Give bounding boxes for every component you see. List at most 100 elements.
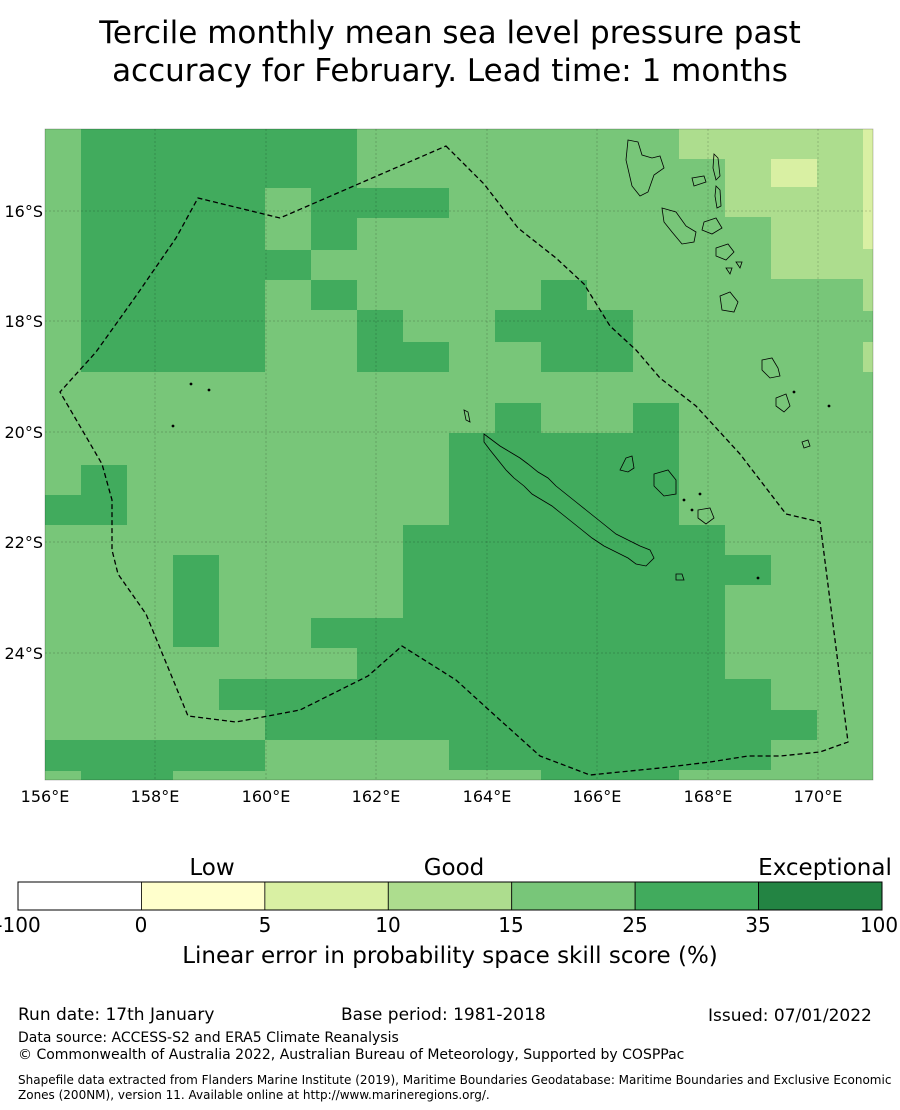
malekula-outline	[661, 207, 697, 245]
category-good: Good	[423, 855, 485, 881]
skill-cell	[771, 159, 817, 187]
skill-cell	[45, 740, 265, 771]
skill-cell	[403, 585, 725, 618]
skill-cell	[863, 129, 873, 249]
cbar-tick-minus100: -100	[0, 913, 41, 937]
skill-cell	[599, 465, 679, 495]
skill-cell	[633, 403, 679, 433]
colorbar-label: Linear error in probability space skill …	[182, 943, 718, 969]
islet-dot	[171, 424, 175, 428]
skill-cell	[449, 495, 679, 525]
lon-label-164e: 164°E	[462, 787, 512, 806]
small-islet-a	[725, 267, 733, 275]
islet-dot	[189, 382, 193, 386]
colorbar-segment	[511, 881, 636, 911]
map-frame	[44, 128, 874, 781]
land-outlines	[171, 139, 831, 581]
data-source: Data source: ACCESS-S2 and ERA5 Climate …	[18, 1030, 399, 1046]
lat-label-16s: 16°S	[4, 202, 43, 221]
cbar-tick-15: 15	[498, 913, 524, 937]
issued-date: Issued: 07/01/2022	[708, 1006, 872, 1026]
skill-grid	[45, 129, 873, 780]
skill-cell	[541, 770, 679, 780]
skill-cell	[403, 525, 725, 555]
title-line-1: Tercile monthly mean sea level pressure …	[99, 15, 801, 51]
pentecost-outline	[714, 185, 722, 209]
lon-label-166e: 166°E	[572, 787, 622, 806]
lat-label-22s: 22°S	[4, 533, 43, 552]
shapefile-credit-line-2: Zones (200NM), version 11. Available onl…	[18, 1088, 490, 1102]
skill-cell	[863, 279, 873, 311]
cbar-tick-25: 25	[622, 913, 648, 937]
islet-dot	[792, 390, 796, 394]
aoba-outline	[691, 175, 707, 187]
base-period: Base period: 1981-2018	[341, 1005, 546, 1025]
maewo-outline	[712, 153, 721, 181]
skill-cell	[449, 433, 679, 465]
skill-cell	[265, 250, 311, 280]
island-east-c-outline	[801, 439, 811, 449]
skill-cell	[45, 495, 127, 525]
small-islet-b	[735, 261, 743, 269]
colorbar	[17, 881, 883, 911]
island-east-a-outline	[761, 357, 781, 379]
skill-cell	[311, 218, 357, 250]
skill-cell	[265, 710, 817, 740]
erromango-outline	[715, 243, 735, 261]
skill-cell	[81, 188, 265, 372]
eez-boundary	[59, 145, 849, 776]
tanna-outline	[719, 291, 739, 313]
ouvea-outline	[619, 455, 635, 473]
chart-title: Tercile monthly mean sea level pressure …	[0, 14, 900, 90]
lat-label-18s: 18°S	[4, 312, 43, 331]
lon-label-170e: 170°E	[793, 787, 843, 806]
skill-cell	[403, 342, 449, 372]
skill-cell	[311, 618, 725, 648]
cbar-tick-35: 35	[745, 913, 771, 937]
skill-cell	[81, 771, 173, 780]
belep-outline	[463, 409, 471, 423]
islet-dot	[756, 576, 760, 580]
islet-dot	[827, 404, 831, 408]
skill-cell	[863, 342, 873, 372]
gridlines	[45, 129, 873, 780]
skill-cell	[541, 280, 587, 310]
skill-cell	[495, 310, 633, 342]
title-line-2: accuracy for February. Lead time: 1 mont…	[112, 53, 788, 89]
copyright: © Commonwealth of Australia 2022, Austra…	[18, 1047, 685, 1063]
skill-cell	[357, 310, 403, 372]
lon-label-158e: 158°E	[130, 787, 180, 806]
islet-dot	[698, 492, 702, 496]
colorbar-segment	[264, 881, 389, 911]
skill-cell	[495, 403, 541, 433]
skill-cell	[679, 129, 873, 159]
new-caledonia-outline	[483, 433, 655, 567]
lon-label-162e: 162°E	[351, 787, 401, 806]
lifou-outline	[653, 469, 677, 497]
colorbar-segment	[387, 881, 513, 911]
lon-label-156e: 156°E	[20, 787, 70, 806]
lon-label-160e: 160°E	[241, 787, 291, 806]
eez-dashed-line	[59, 145, 849, 776]
colorbar-segment	[141, 881, 266, 911]
skill-cell	[219, 679, 771, 710]
cbar-tick-0: 0	[134, 913, 148, 937]
isle-of-pines-outline	[675, 573, 685, 581]
skill-cell	[403, 555, 771, 585]
islet-dot	[207, 388, 211, 392]
cbar-tick-100: 100	[859, 913, 899, 937]
colorbar-segment	[758, 881, 883, 911]
mare-outline	[697, 507, 715, 525]
islet-dot	[690, 508, 694, 512]
espiritu-santo-outline	[625, 139, 665, 197]
colorbar-segment	[17, 881, 142, 911]
category-low: Low	[189, 855, 235, 881]
skill-cell	[81, 129, 357, 188]
skill-cell	[771, 217, 873, 279]
lon-label-168e: 168°E	[683, 787, 733, 806]
skill-cell	[449, 740, 771, 770]
skill-cell	[311, 188, 449, 218]
skill-cell	[311, 280, 357, 310]
lat-label-20s: 20°S	[4, 423, 43, 442]
